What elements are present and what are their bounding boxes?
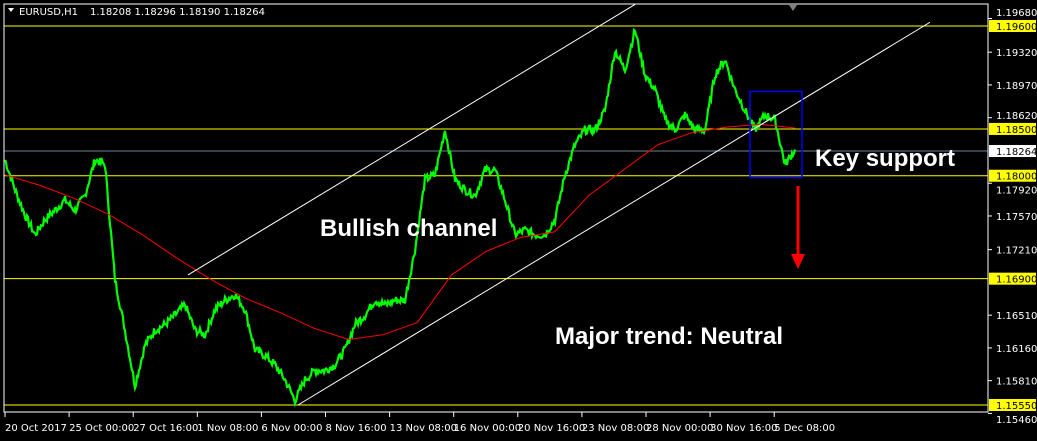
current-price-badge xyxy=(989,145,1036,158)
level-price-badge xyxy=(989,169,1036,182)
channel-line xyxy=(187,4,636,276)
y-tick-label: 1.16160 xyxy=(996,344,1037,355)
x-tick-label: 5 Dec 08:00 xyxy=(774,423,835,434)
x-tick-label: 8 Nov 16:00 xyxy=(326,423,387,434)
current-price-label: 1.18264 xyxy=(996,147,1037,158)
x-tick-label: 20 Oct 2017 xyxy=(5,423,67,434)
x-tick-label: 13 Nov 08:00 xyxy=(390,423,457,434)
level-price-badge xyxy=(989,272,1036,285)
y-tick-label: 1.16510 xyxy=(996,311,1037,322)
down-arrow-icon xyxy=(791,254,805,269)
y-tick-label: 1.18970 xyxy=(996,81,1037,92)
y-tick-label: 1.18620 xyxy=(996,111,1037,122)
y-tick-label: 1.17570 xyxy=(996,212,1037,223)
x-tick-label: 1 Nov 08:00 xyxy=(197,423,258,434)
x-tick-label: 27 Oct 16:00 xyxy=(133,423,198,434)
x-tick-label: 30 Nov 16:00 xyxy=(710,423,777,434)
x-tick-label: 6 Nov 00:00 xyxy=(261,423,322,434)
x-tick-label: 25 Oct 00:00 xyxy=(69,423,134,434)
y-tick-label: 1.15810 xyxy=(996,377,1037,388)
channel-line xyxy=(297,21,931,406)
level-price-badge xyxy=(989,122,1036,135)
plot-frame xyxy=(3,3,989,413)
y-tick-label: 1.17210 xyxy=(996,246,1037,257)
x-tick-label: 20 Nov 16:00 xyxy=(518,423,585,434)
y-tick-label: 1.17920 xyxy=(996,186,1037,197)
x-tick-label: 16 Nov 00:00 xyxy=(454,423,521,434)
level-price-badge xyxy=(989,398,1036,411)
annotation-key-support: Key support xyxy=(815,145,955,172)
chart-symbol: EURUSD,H1 xyxy=(19,7,78,18)
moving-average-line xyxy=(4,123,796,341)
price-series-line xyxy=(3,27,797,408)
annotation-bullish-channel: Bullish channel xyxy=(320,215,497,242)
level-price-badge xyxy=(989,20,1036,32)
x-tick-label: 23 Nov 08:00 xyxy=(582,423,649,434)
y-tick-label: 1.19320 xyxy=(996,48,1037,59)
level-price-label: 1.15550 xyxy=(996,401,1037,412)
dropdown-triangle-icon[interactable] xyxy=(8,8,14,12)
chart-shift-marker-icon[interactable] xyxy=(789,5,797,11)
level-price-label: 1.18500 xyxy=(996,125,1037,136)
level-price-label: 1.18000 xyxy=(996,172,1037,183)
annotation-major-trend: Major trend: Neutral xyxy=(555,323,783,350)
chart-ohlc: 1.18208 1.18296 1.18190 1.18264 xyxy=(90,7,265,18)
support-box xyxy=(749,90,803,179)
y-tick-label: 1.19680 xyxy=(996,8,1037,19)
level-price-label: 1.19600 xyxy=(996,22,1037,33)
x-tick-label: 28 Nov 00:00 xyxy=(646,423,713,434)
level-price-label: 1.16900 xyxy=(996,275,1037,286)
y-tick-label: 1.15460 xyxy=(996,415,1037,426)
